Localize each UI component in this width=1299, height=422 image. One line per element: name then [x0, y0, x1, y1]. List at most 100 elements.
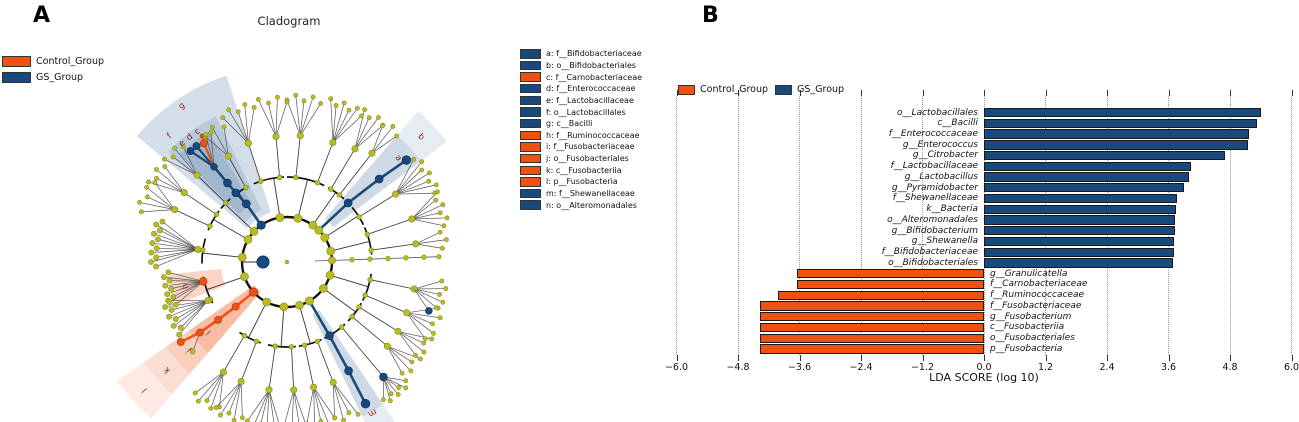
leaf-branch — [210, 371, 224, 409]
leaf-branch — [299, 100, 305, 136]
clade-node — [392, 190, 400, 198]
leaf-node — [154, 175, 159, 181]
leaf-branch — [395, 172, 430, 195]
gs-node — [192, 142, 201, 151]
leaf-branch — [371, 125, 384, 154]
top-tick — [1291, 90, 1293, 96]
control-node — [199, 277, 208, 286]
leaf-node — [220, 115, 226, 121]
taxa-legend-item-f-swatch — [520, 107, 541, 117]
leaf-node — [332, 415, 338, 421]
clade-node — [310, 383, 318, 391]
x-tick-label: −6.0 — [664, 362, 689, 373]
taxa-legend-item-k-swatch — [520, 165, 541, 175]
leaf-node — [204, 398, 210, 403]
leaf-branch — [210, 132, 215, 167]
taxa-legend-item-m: m: f__Shewanellaceae — [520, 188, 635, 199]
clade-node — [207, 223, 213, 229]
leaf-node — [433, 305, 439, 311]
bar-g__Bifidobacterium — [984, 226, 1175, 236]
radial-branch — [298, 305, 311, 344]
leaf-branch — [299, 96, 314, 136]
taxa-legend-item-k: k: c__Fusobacteriia — [520, 165, 622, 175]
leaf-branch — [275, 97, 278, 137]
cladogram-legend-gs_group-label: GS_Group — [36, 72, 84, 83]
leaf-node — [437, 229, 443, 235]
leaf-branch — [258, 99, 277, 137]
radial-branch — [329, 274, 369, 288]
leaf-branch — [332, 382, 336, 418]
leaf-node — [422, 336, 428, 341]
gs-node — [186, 147, 195, 155]
taxa-legend-item-i: i: f__Fusobacteriaceae — [520, 142, 635, 152]
gridline — [1229, 96, 1231, 355]
leaf-branch — [152, 242, 198, 250]
taxa-legend-item-d-label: d: f__Enterococcaceae — [546, 84, 636, 94]
leaf-branch — [155, 249, 199, 267]
gs-node — [401, 155, 412, 165]
clade-node — [349, 257, 355, 263]
radial-branch — [291, 346, 295, 390]
leaf-branch — [212, 127, 229, 157]
wedge-letter-c: c — [193, 126, 203, 137]
wedge-letter-l: l — [141, 386, 150, 394]
leaf-branch — [395, 159, 414, 195]
taxa-legend-item-a-label: a: f__Bifidobacteriaceae — [546, 49, 642, 59]
leaf-node — [376, 115, 381, 120]
taxa-legend-item-f-label: f: o__Lactobacillales — [546, 107, 626, 117]
leaf-branch — [413, 288, 430, 312]
ring-arc — [207, 210, 220, 231]
leaf-node — [162, 282, 169, 289]
taxa-legend-item-d-swatch — [520, 83, 541, 94]
bar-o__Fusobacteriales — [759, 333, 984, 343]
bar-label-g__Pyramidobacter: g__Pyramidobacter — [891, 182, 978, 193]
clade-node — [290, 386, 298, 394]
leaf-node — [411, 157, 417, 162]
clade-node — [272, 132, 280, 140]
taxa-legend-item-m-label: m: f__Shewanellaceae — [546, 189, 635, 199]
highlight-wedge — [397, 111, 447, 161]
leaf-branch — [354, 125, 383, 150]
leaf-branch — [406, 307, 439, 314]
bottom-tick — [1291, 355, 1293, 361]
leaf-branch — [332, 110, 350, 143]
highlight-wedge — [362, 404, 395, 422]
leaf-node — [387, 398, 393, 404]
wedge-letter-f: f — [165, 131, 175, 141]
bottom-tick — [799, 355, 801, 361]
taxa-legend-item-b-label: b: o__Bifidobacteriales — [546, 60, 637, 70]
top-tick — [1168, 90, 1170, 96]
gs-chain — [347, 370, 367, 405]
gridline — [860, 96, 862, 355]
leaf-branch — [174, 147, 198, 176]
leaf-node — [161, 274, 167, 281]
bar-label-o__Fusobacteriales: o__Fusobacteriales — [990, 333, 1075, 344]
radial-branch — [323, 288, 357, 313]
clade-node — [204, 297, 212, 305]
bottom-tick — [922, 355, 924, 361]
taxa-legend-item-l-label: l: p__Fusobacteria — [546, 177, 618, 187]
clade-node — [356, 214, 362, 220]
leaf-branch — [371, 135, 397, 154]
leaf-branch — [411, 199, 436, 220]
ring-arc — [327, 186, 345, 200]
x-tick-label: 3.6 — [1160, 362, 1177, 373]
clade-node — [314, 338, 321, 345]
gs-chain — [378, 158, 408, 181]
clade-node — [368, 247, 374, 253]
radial-branch — [247, 142, 262, 182]
bar-o__Alteromonadales — [984, 215, 1176, 225]
bottom-tick — [738, 355, 739, 361]
leaf-branch — [205, 134, 215, 167]
leaf-branch — [175, 300, 209, 320]
leaf-node — [408, 368, 414, 374]
leaf-node — [437, 315, 443, 321]
leaf-branch — [223, 126, 229, 157]
leaf-branch — [219, 371, 224, 408]
taxa-legend-item-e-label: e: f__Lactobacillaceae — [546, 95, 634, 105]
bar-label-g__Granulicatella: g__Granulicatella — [990, 268, 1068, 279]
gs-chain — [189, 150, 215, 168]
clade-node — [293, 214, 303, 223]
leaf-branch — [371, 126, 394, 154]
leaf-branch — [205, 136, 229, 157]
